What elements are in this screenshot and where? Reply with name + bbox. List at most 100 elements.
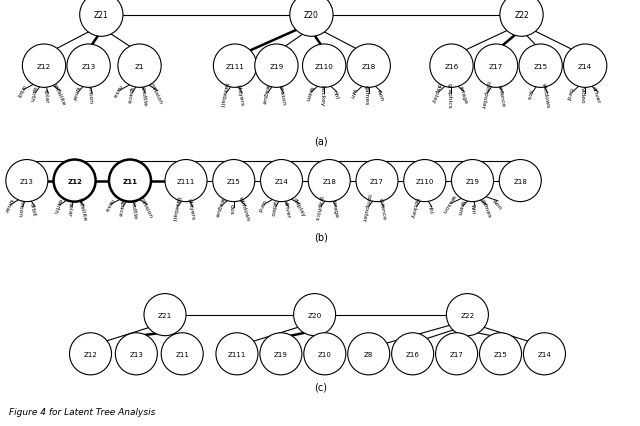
Text: Z21: Z21 xyxy=(94,11,109,20)
Text: Z14: Z14 xyxy=(538,351,551,357)
Text: Z18: Z18 xyxy=(513,178,527,184)
Text: Z8: Z8 xyxy=(364,351,373,357)
Text: team: team xyxy=(456,199,465,216)
Text: Z12: Z12 xyxy=(67,178,82,184)
Text: orbit: orbit xyxy=(15,83,26,98)
Text: nhl: nhl xyxy=(332,89,339,100)
Text: (c): (c) xyxy=(314,381,328,391)
Text: games: games xyxy=(479,197,492,218)
Text: nasa: nasa xyxy=(103,197,114,212)
Text: Z22: Z22 xyxy=(514,11,529,20)
Text: team: team xyxy=(303,85,313,101)
Text: image: image xyxy=(330,199,338,219)
Text: moon: moon xyxy=(86,87,93,104)
Text: graphics: graphics xyxy=(313,195,323,221)
Text: Z12: Z12 xyxy=(84,351,97,357)
Text: Z20: Z20 xyxy=(307,312,322,318)
Text: Z19: Z19 xyxy=(465,178,479,184)
Ellipse shape xyxy=(404,160,446,202)
Ellipse shape xyxy=(447,294,488,336)
Text: display: display xyxy=(291,196,306,217)
Text: video: video xyxy=(580,87,585,104)
Text: hockey: hockey xyxy=(409,197,419,219)
Text: dos: dos xyxy=(228,203,234,214)
Text: nasa: nasa xyxy=(111,83,122,98)
Text: solar: solar xyxy=(66,201,72,216)
Text: Z16: Z16 xyxy=(444,63,459,69)
Text: lunar: lunar xyxy=(3,197,13,213)
Text: season: season xyxy=(441,193,456,213)
Text: lunar: lunar xyxy=(70,86,79,102)
Ellipse shape xyxy=(451,160,493,202)
Text: win: win xyxy=(470,204,476,214)
Text: Z13: Z13 xyxy=(81,63,96,69)
Ellipse shape xyxy=(212,160,255,202)
Text: computer: computer xyxy=(479,80,490,109)
Text: driver: driver xyxy=(282,199,291,218)
Text: Z19: Z19 xyxy=(269,63,284,69)
Text: satellite: satellite xyxy=(77,196,88,221)
Text: Z13: Z13 xyxy=(129,351,143,357)
Text: space: space xyxy=(125,86,134,104)
Text: Z111: Z111 xyxy=(177,178,195,184)
Text: Z17: Z17 xyxy=(489,63,503,69)
Text: card: card xyxy=(256,198,266,212)
Ellipse shape xyxy=(347,45,390,88)
Text: Z15: Z15 xyxy=(534,63,548,69)
Text: baseball: baseball xyxy=(170,195,180,220)
Text: Z11: Z11 xyxy=(175,351,189,357)
Text: Z110: Z110 xyxy=(315,63,333,69)
Text: Z1: Z1 xyxy=(135,63,145,69)
Text: Z19: Z19 xyxy=(274,351,288,357)
Text: moon: moon xyxy=(17,200,24,217)
Ellipse shape xyxy=(216,333,258,375)
Text: card: card xyxy=(565,86,574,100)
Text: Z12: Z12 xyxy=(37,63,51,69)
Text: Figure 4 for Latent Tree Analysis: Figure 4 for Latent Tree Analysis xyxy=(9,407,156,416)
Ellipse shape xyxy=(430,45,473,88)
Ellipse shape xyxy=(290,0,333,37)
Ellipse shape xyxy=(161,333,203,375)
Ellipse shape xyxy=(436,333,477,375)
Text: players: players xyxy=(186,198,195,220)
Ellipse shape xyxy=(144,294,186,336)
Text: computer: computer xyxy=(360,193,371,222)
Text: image: image xyxy=(457,85,468,104)
Ellipse shape xyxy=(80,0,123,37)
Text: driver: driver xyxy=(591,86,602,104)
Text: Z17: Z17 xyxy=(370,178,384,184)
Ellipse shape xyxy=(70,333,111,375)
Text: earth: earth xyxy=(51,198,62,214)
Text: nhl: nhl xyxy=(426,204,433,214)
Text: earth: earth xyxy=(29,86,36,103)
Text: Z13: Z13 xyxy=(20,178,34,184)
Ellipse shape xyxy=(165,160,207,202)
Text: dos: dos xyxy=(525,89,532,100)
Text: hockey: hockey xyxy=(319,85,324,106)
Text: league: league xyxy=(213,196,224,217)
Text: shuttle: shuttle xyxy=(129,198,137,219)
Text: windows: windows xyxy=(541,82,550,109)
Text: games: games xyxy=(364,85,369,106)
Ellipse shape xyxy=(260,333,302,375)
Ellipse shape xyxy=(303,45,346,88)
Ellipse shape xyxy=(479,333,522,375)
Ellipse shape xyxy=(348,333,390,375)
Text: mission: mission xyxy=(139,196,153,219)
Ellipse shape xyxy=(118,45,161,88)
Text: space: space xyxy=(116,199,124,217)
Text: satellite: satellite xyxy=(52,82,67,106)
Text: Z15: Z15 xyxy=(493,351,508,357)
Ellipse shape xyxy=(260,160,303,202)
Text: league: league xyxy=(260,84,269,105)
Ellipse shape xyxy=(564,45,607,88)
Ellipse shape xyxy=(213,45,257,88)
Text: baseball: baseball xyxy=(218,81,228,107)
Text: (b): (b) xyxy=(314,232,328,242)
Text: orbit: orbit xyxy=(29,201,37,216)
Text: graphics: graphics xyxy=(447,83,451,108)
Ellipse shape xyxy=(356,160,398,202)
Text: shuttle: shuttle xyxy=(139,85,147,106)
Text: (a): (a) xyxy=(314,137,328,147)
Text: Z18: Z18 xyxy=(323,178,336,184)
